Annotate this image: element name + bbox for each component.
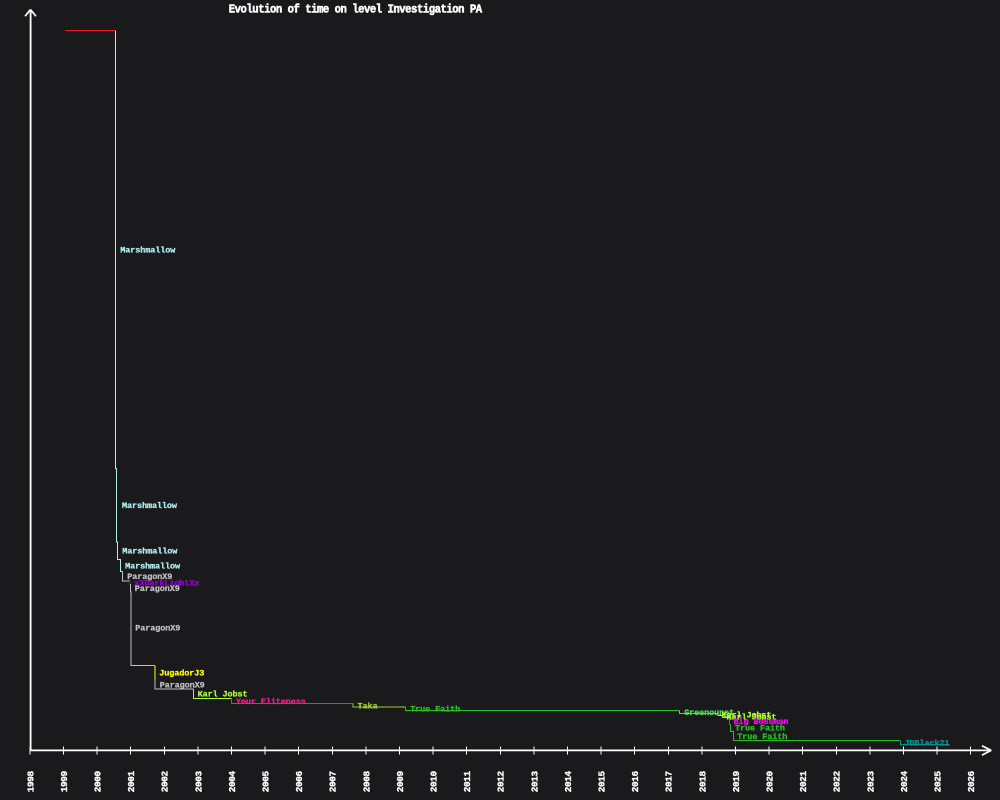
svg-text:True Faith: True Faith — [737, 732, 787, 742]
svg-text:Marshmallow: Marshmallow — [125, 561, 181, 571]
svg-text:2007: 2007 — [328, 771, 339, 792]
svg-text:ParagonX9: ParagonX9 — [160, 680, 205, 690]
svg-text:2025: 2025 — [933, 771, 944, 793]
svg-text:JugadorJ3: JugadorJ3 — [159, 668, 204, 678]
svg-text:2026: 2026 — [966, 771, 977, 793]
svg-text:2016: 2016 — [630, 771, 641, 793]
svg-text:2012: 2012 — [496, 771, 507, 793]
svg-text:1998: 1998 — [25, 771, 36, 793]
svg-text:2009: 2009 — [395, 771, 406, 793]
svg-text:Evolution of time on level Inv: Evolution of time on level Investigation… — [229, 3, 482, 17]
svg-text:2021: 2021 — [798, 771, 809, 793]
svg-text:JDBlack21: JDBlack21 — [904, 738, 949, 748]
svg-text:1999: 1999 — [59, 771, 70, 793]
svg-text:Karl Jobst: Karl Jobst — [722, 710, 772, 720]
svg-text:Karl Jobst: Karl Jobst — [727, 713, 777, 723]
svg-text:Your Eliteness: Your Eliteness — [236, 697, 306, 707]
svg-text:2002: 2002 — [160, 771, 171, 793]
svg-text:xXDarkLightXx: xXDarkLightXx — [134, 579, 199, 589]
svg-text:Karl Jobst: Karl Jobst — [198, 690, 248, 700]
svg-text:2004: 2004 — [227, 771, 238, 793]
svg-text:ParagonX9: ParagonX9 — [127, 572, 172, 582]
svg-text:2006: 2006 — [294, 771, 305, 793]
svg-text:2022: 2022 — [832, 771, 843, 793]
svg-text:ParagonX9: ParagonX9 — [135, 623, 180, 633]
svg-text:2003: 2003 — [193, 771, 204, 793]
svg-text:Big Bossman: Big Bossman — [734, 717, 789, 727]
svg-text:Taka: Taka — [358, 701, 378, 711]
svg-text:Marshmallow: Marshmallow — [120, 245, 176, 255]
svg-text:2014: 2014 — [563, 771, 574, 793]
svg-text:ParagonX9: ParagonX9 — [135, 584, 180, 594]
svg-text:2010: 2010 — [429, 771, 440, 793]
svg-text:2019: 2019 — [731, 771, 742, 793]
svg-text:2024: 2024 — [899, 771, 910, 793]
svg-text:2020: 2020 — [765, 771, 776, 793]
svg-text:2001: 2001 — [126, 771, 137, 793]
svg-text:2017: 2017 — [664, 771, 675, 792]
svg-text:2011: 2011 — [462, 771, 473, 793]
svg-text:2015: 2015 — [597, 771, 608, 793]
svg-text:2018: 2018 — [697, 771, 708, 793]
svg-text:True Faith: True Faith — [410, 705, 460, 715]
svg-text:True Faith: True Faith — [735, 724, 785, 734]
svg-text:Greenounet: Greenounet — [684, 708, 734, 718]
svg-text:Marshmallow: Marshmallow — [122, 547, 178, 557]
svg-text:2008: 2008 — [361, 771, 372, 793]
svg-text:2013: 2013 — [529, 771, 540, 793]
svg-text:Marshmallow: Marshmallow — [122, 501, 178, 511]
svg-text:2023: 2023 — [865, 771, 876, 793]
svg-text:2005: 2005 — [261, 771, 272, 793]
svg-text:2000: 2000 — [93, 771, 104, 793]
